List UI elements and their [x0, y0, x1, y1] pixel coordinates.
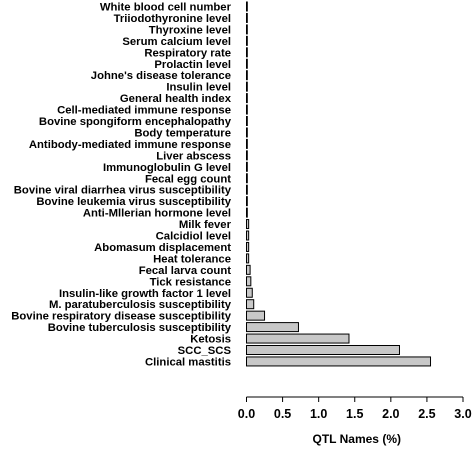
- category-label: Fecal larva count: [139, 265, 232, 277]
- category-label: SCC_SCS: [178, 345, 232, 357]
- x-tick-label: 3.0: [454, 407, 471, 421]
- bar-23: [246, 253, 250, 264]
- x-axis-ticks: 0.0 0.5 1.0 1.5 2.0 2.5 3.0: [238, 397, 472, 421]
- bar-18: [246, 196, 248, 207]
- bar-26: [246, 287, 253, 298]
- bar-1: [246, 1, 248, 12]
- bar-8: [246, 81, 248, 92]
- x-tick-label: 2.5: [418, 407, 435, 421]
- category-label: Liver abscess: [156, 150, 231, 162]
- bar-28: [246, 310, 266, 321]
- category-label: Tick resistance: [150, 276, 231, 288]
- category-label: Serum calcium level: [122, 36, 231, 48]
- category-label: M. paratuberculosis susceptibility: [49, 299, 232, 311]
- bar-19: [246, 207, 248, 218]
- bar-31: [246, 345, 400, 355]
- bar-16: [246, 173, 248, 184]
- category-label: Ketosis: [190, 334, 231, 346]
- category-label: Heat tolerance: [153, 253, 231, 265]
- category-label: Insulin level: [166, 82, 231, 94]
- category-label: Calcidiol level: [156, 231, 231, 243]
- x-axis-title: QTL Names (%): [313, 432, 401, 446]
- bar-3: [246, 24, 248, 35]
- bar-4: [246, 35, 248, 46]
- bar-27: [246, 299, 255, 310]
- x-tick-label: 0.0: [238, 407, 255, 421]
- category-label: Bovine respiratory disease susceptibilit…: [11, 311, 231, 323]
- category-labels: White blood cell numberTriiodothyronine …: [11, 2, 231, 369]
- bar-21: [246, 230, 250, 241]
- bar-11: [246, 116, 248, 126]
- bar-5: [246, 47, 248, 58]
- category-label: Abomasum displacement: [94, 242, 231, 254]
- bars-group: [246, 1, 432, 367]
- x-tick-label: 1.0: [310, 407, 327, 421]
- category-label: Clinical mastitis: [145, 356, 231, 368]
- x-tick-label: 2.0: [382, 407, 399, 421]
- bar-6: [246, 58, 248, 69]
- bar-13: [246, 138, 248, 149]
- category-label: Fecal egg count: [145, 173, 231, 185]
- category-label: Antibody-mediated immune response: [29, 139, 231, 151]
- category-label: Insulin-like growth factor 1 level: [59, 288, 231, 300]
- category-label: Respiratory rate: [144, 47, 231, 59]
- category-label: Body temperature: [134, 127, 231, 139]
- bar-10: [246, 104, 248, 115]
- category-label: Triiodothyronine level: [114, 13, 231, 25]
- bar-12: [246, 127, 248, 138]
- bar-2: [246, 12, 248, 23]
- bar-20: [246, 219, 250, 230]
- category-label: White blood cell number: [100, 2, 232, 14]
- bar-7: [246, 70, 248, 81]
- bar-14: [246, 150, 248, 161]
- category-label: Prolactin level: [154, 59, 231, 71]
- category-label: Bovine spongiform encephalopathy: [39, 116, 232, 128]
- x-tick-label: 0.5: [274, 407, 291, 421]
- category-label: Bovine viral diarrhea virus susceptibili…: [14, 185, 232, 197]
- bar-22: [246, 241, 250, 252]
- category-label: Thyroxine level: [149, 24, 231, 36]
- bar-24: [246, 264, 251, 275]
- bar-9: [246, 93, 248, 104]
- bar-29: [246, 322, 299, 333]
- bar-30: [246, 333, 350, 344]
- category-label: Immunoglobulin G level: [103, 162, 231, 174]
- bar-25: [246, 276, 252, 287]
- category-label: Johne's disease tolerance: [91, 70, 231, 82]
- bar-32: [246, 356, 432, 367]
- bar-15: [246, 161, 248, 172]
- category-label: Milk fever: [179, 219, 232, 231]
- bar-17: [246, 184, 248, 195]
- category-label: Cell-mediated immune response: [57, 105, 231, 117]
- category-label: Bovine leukemia virus susceptibility: [36, 196, 231, 208]
- x-tick-label: 1.5: [346, 407, 363, 421]
- category-label: Bovine tuberculosis susceptibility: [48, 322, 232, 334]
- category-label: General health index: [120, 93, 232, 105]
- category-label: Anti-Mllerian hormone level: [83, 208, 231, 220]
